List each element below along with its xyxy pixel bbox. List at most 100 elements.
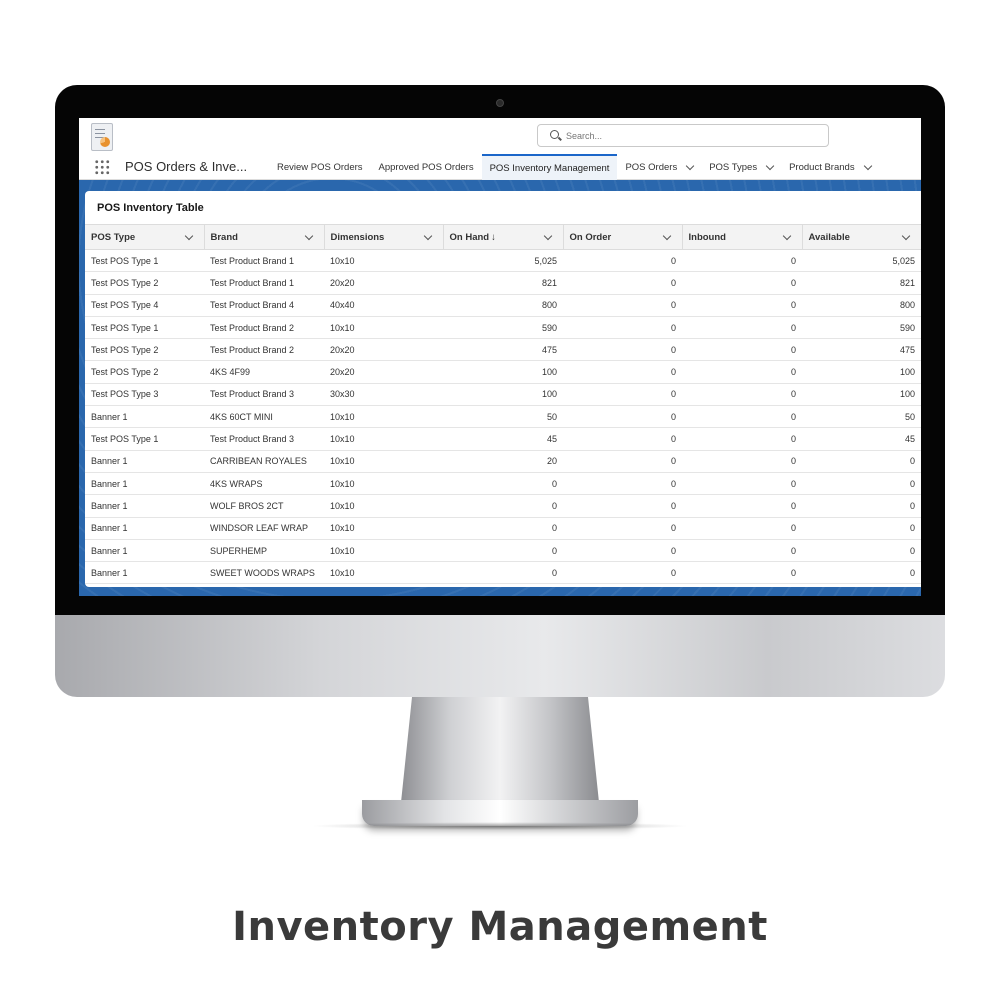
table-cell: 4KS 4F99 bbox=[204, 360, 324, 384]
table-cell: Test POS Type 2 bbox=[85, 338, 204, 362]
table-cell: 10x10 bbox=[324, 517, 443, 540]
table-row[interactable]: Banner 1 WOLF BROS 2CT 10x10 0 0 0 0 bbox=[85, 494, 921, 518]
search-icon bbox=[550, 130, 559, 139]
tab-label: POS Inventory Management bbox=[489, 162, 610, 174]
table-row[interactable]: Test POS Type 1 Test Product Brand 2 10x10… bbox=[85, 316, 921, 340]
table-cell: 0 bbox=[563, 294, 682, 317]
table-row[interactable]: Test POS Type 3 Test Product Brand 3 30x30… bbox=[85, 383, 921, 407]
column-header-label: Brand bbox=[210, 231, 238, 243]
table-header-row: POS Type Brand Dimensions On Hand ↓ On Order I… bbox=[85, 224, 921, 250]
tab-pos-types[interactable]: POS Types bbox=[701, 154, 781, 180]
table-cell: 20 bbox=[443, 450, 563, 473]
table-cell: 821 bbox=[443, 271, 563, 295]
column-header-label: POS Type bbox=[91, 231, 136, 243]
table-row[interactable]: Test POS Type 2 Test Product Brand 2 20x20… bbox=[85, 338, 921, 362]
column-header-inbound[interactable]: Inbound bbox=[682, 224, 803, 250]
table-cell: 4KS 60CT MINI bbox=[204, 405, 324, 429]
table-cell: Test Product Brand 3 bbox=[204, 383, 324, 407]
table-cell: 0 bbox=[443, 517, 563, 540]
chevron-down-icon[interactable] bbox=[423, 231, 432, 241]
global-search[interactable] bbox=[537, 124, 829, 147]
table-cell: Banner 1 bbox=[85, 472, 204, 496]
table-cell: 0 bbox=[682, 316, 802, 340]
chevron-down-icon[interactable] bbox=[863, 161, 872, 170]
table-cell: 0 bbox=[682, 405, 802, 429]
table-cell: Test Product Brand 1 bbox=[204, 249, 324, 273]
chevron-down-icon[interactable] bbox=[543, 231, 552, 241]
column-header-on-hand[interactable]: On Hand ↓ bbox=[443, 224, 564, 250]
chevron-down-icon[interactable] bbox=[782, 231, 791, 241]
table-cell: WOLF BROS 2CT bbox=[204, 494, 324, 518]
screen: POS Orders & Inve... Review POS Orders Ap… bbox=[79, 118, 921, 596]
chevron-down-icon[interactable] bbox=[765, 161, 775, 170]
table-cell: Test Product Brand 4 bbox=[204, 294, 324, 317]
tab-label: POS Orders bbox=[625, 161, 678, 173]
column-header-available[interactable]: Available bbox=[802, 224, 921, 250]
table-row[interactable]: Banner 1 4KS 60CT MINI 10x10 50 0 0 50 bbox=[85, 405, 921, 429]
table-cell: Test POS Type 3 bbox=[85, 383, 204, 407]
column-header-dimensions[interactable]: Dimensions bbox=[324, 224, 444, 250]
app-name: POS Orders & Inve... bbox=[125, 159, 248, 174]
table-cell: 0 bbox=[563, 405, 682, 429]
app-header: POS Orders & Inve... Review POS Orders Ap… bbox=[79, 118, 921, 180]
table-cell: 0 bbox=[682, 494, 802, 518]
stand-shadow bbox=[310, 822, 690, 830]
table-row[interactable]: Test POS Type 1 Test Product Brand 3 10x10… bbox=[85, 427, 921, 451]
table-cell: 0 bbox=[563, 517, 682, 540]
tab-pos-orders[interactable]: POS Orders bbox=[617, 154, 701, 180]
table-cell: 50 bbox=[443, 405, 563, 429]
tab-review-pos-orders[interactable]: Review POS Orders bbox=[269, 154, 371, 180]
table-cell: 821 bbox=[802, 271, 921, 295]
column-header-label: On Hand bbox=[449, 231, 490, 243]
webcam-icon bbox=[496, 99, 504, 107]
table-row[interactable]: Test POS Type 1 Test Product Brand 1 10x10… bbox=[85, 249, 921, 273]
table-cell: 10x10 bbox=[324, 450, 443, 473]
table-row[interactable]: Test POS Type 4 Test Product Brand 4 40x40… bbox=[85, 294, 921, 317]
sort-descending-icon: ↓ bbox=[491, 231, 496, 243]
inventory-table: POS Type Brand Dimensions On Hand ↓ On Order I… bbox=[85, 224, 921, 585]
table-cell: 10x10 bbox=[324, 405, 443, 429]
table-cell: 590 bbox=[443, 316, 563, 340]
table-cell: 20x20 bbox=[324, 338, 443, 362]
tab-pos-inventory-management[interactable]: POS Inventory Management bbox=[481, 154, 618, 180]
table-cell: 0 bbox=[563, 494, 682, 518]
table-cell: 0 bbox=[443, 472, 563, 496]
table-row[interactable]: Banner 1 SUPERHEMP 10x10 0 0 0 0 bbox=[85, 539, 921, 563]
table-row[interactable]: Test POS Type 2 Test Product Brand 1 20x20… bbox=[85, 271, 921, 295]
table-cell: 0 bbox=[563, 249, 682, 273]
chevron-down-icon[interactable] bbox=[304, 231, 313, 241]
table-cell: 0 bbox=[682, 517, 802, 540]
column-header-brand[interactable]: Brand bbox=[204, 224, 325, 250]
table-cell: Test POS Type 1 bbox=[85, 427, 204, 451]
table-row[interactable]: Banner 1 CARRIBEAN ROYALES 10x10 20 0 0 0 bbox=[85, 450, 921, 473]
table-row[interactable]: Banner 1 4KS WRAPS 10x10 0 0 0 0 bbox=[85, 472, 921, 496]
chevron-down-icon[interactable] bbox=[901, 231, 910, 241]
chevron-down-icon[interactable] bbox=[184, 231, 193, 241]
column-header-on-order[interactable]: On Order bbox=[563, 224, 683, 250]
tab-label: Review POS Orders bbox=[277, 161, 363, 173]
table-row[interactable]: Test POS Type 2 4KS 4F99 20x20 100 0 0 100 bbox=[85, 360, 921, 384]
table-cell: SUPERHEMP bbox=[204, 539, 324, 563]
table-row[interactable]: Banner 1 SWEET WOODS WRAPS 10x10 0 0 0 0 bbox=[85, 561, 921, 585]
chevron-down-icon[interactable] bbox=[685, 161, 695, 170]
page-caption: Inventory Management bbox=[232, 904, 768, 950]
table-row[interactable]: Banner 1 WINDSOR LEAF WRAP 10x10 0 0 0 0 bbox=[85, 517, 921, 540]
monitor-chin bbox=[55, 615, 945, 697]
table-cell: 0 bbox=[563, 450, 682, 473]
column-header-label: Available bbox=[808, 231, 850, 243]
tab-product-brands[interactable]: Product Brands bbox=[781, 154, 878, 180]
table-cell: 10x10 bbox=[324, 316, 443, 340]
table-cell: 0 bbox=[563, 472, 682, 496]
table-cell: 0 bbox=[682, 249, 802, 273]
column-header-pos-type[interactable]: POS Type bbox=[85, 224, 205, 250]
app-launcher-grid-icon[interactable] bbox=[94, 159, 110, 175]
search-input[interactable] bbox=[566, 128, 816, 144]
chevron-down-icon[interactable] bbox=[662, 231, 671, 241]
table-cell: Banner 1 bbox=[85, 494, 204, 518]
table-cell: WINDSOR LEAF WRAP bbox=[204, 517, 324, 540]
table-cell: Test Product Brand 1 bbox=[204, 271, 324, 295]
table-cell: 0 bbox=[682, 561, 802, 585]
tab-approved-pos-orders[interactable]: Approved POS Orders bbox=[371, 154, 482, 180]
table-cell: 0 bbox=[802, 561, 921, 585]
table-cell: Banner 1 bbox=[85, 517, 204, 540]
